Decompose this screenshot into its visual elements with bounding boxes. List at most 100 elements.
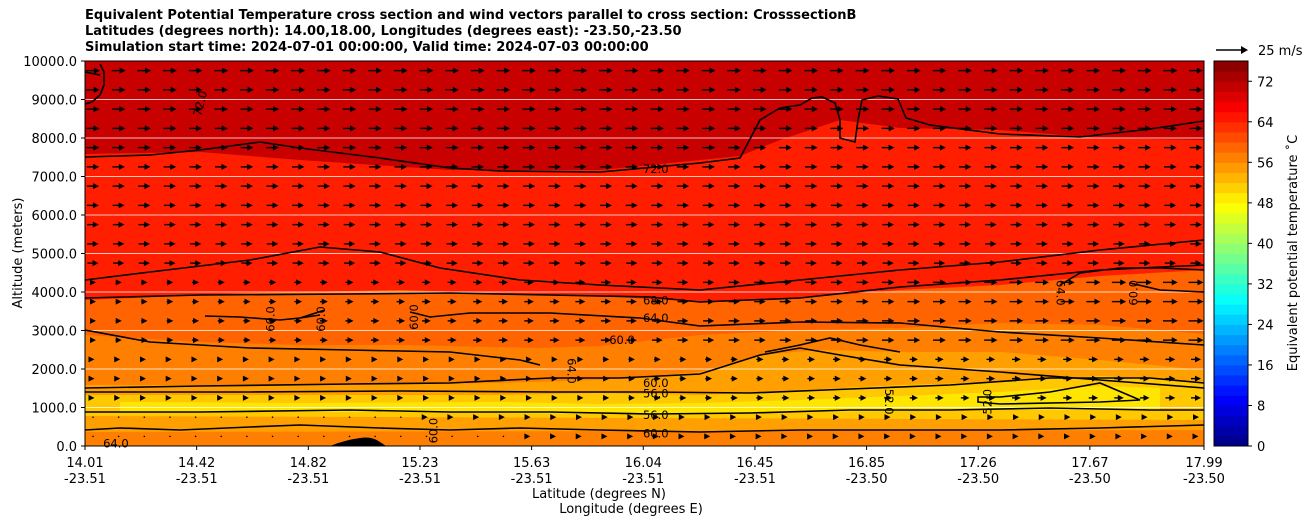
wind-vector	[502, 435, 505, 438]
wind-vector-head	[1196, 163, 1203, 170]
wind-vector-head	[371, 394, 378, 401]
wind-vector-head	[498, 414, 505, 421]
wind-vector-head	[1145, 125, 1152, 132]
wind-vector-head	[862, 202, 869, 209]
wind-vector-head	[478, 163, 485, 170]
colorbar-level-33	[1214, 101, 1248, 113]
wind-vector-head	[500, 394, 507, 401]
wind-vector-head	[863, 125, 870, 132]
wind-vector-head	[1068, 337, 1075, 344]
wind-vector-head	[858, 433, 865, 440]
wind-vector-head	[1195, 240, 1202, 247]
wind-vector-head	[244, 337, 251, 344]
wind-vector-head	[424, 337, 431, 344]
wind-vector-head	[504, 67, 511, 74]
wind-vector-head	[345, 375, 352, 382]
wind-vector-head	[709, 144, 716, 151]
wind-vector-head	[450, 337, 457, 344]
wind-vector-head	[961, 414, 968, 421]
wind-vector-head	[575, 414, 582, 421]
x-tick-label-lon-10: -23.50	[1183, 472, 1225, 487]
wind-vector-head	[424, 317, 431, 324]
wind-vector-head	[1170, 202, 1177, 209]
wind-vector-head	[862, 279, 869, 286]
wind-vector-head	[1169, 394, 1176, 401]
wind-vector-head	[1042, 106, 1049, 113]
colorbar-level-26	[1214, 172, 1248, 184]
wind-vector-head	[991, 125, 998, 132]
wind-vector-head	[195, 260, 202, 267]
wind-vector-head	[605, 298, 612, 305]
contour-label-4: 60.0	[609, 333, 635, 347]
x-tick-label-lat-9: 17.67	[1071, 456, 1108, 471]
wind-vector-head	[965, 337, 972, 344]
wind-vector-head	[1064, 433, 1071, 440]
wind-vector-head	[528, 221, 535, 228]
contour-label-16: 52.0	[981, 389, 995, 415]
wind-vector-head	[632, 67, 639, 74]
wind-vector-head	[939, 240, 946, 247]
wind-vector-head	[708, 202, 715, 209]
wind-vector-head	[118, 221, 125, 228]
contour-64-b	[409, 311, 1204, 346]
wind-vector-head	[294, 394, 301, 401]
wind-vector-head	[448, 394, 455, 401]
wind-vector-head	[1145, 337, 1152, 344]
wind-vector-head	[577, 375, 584, 382]
wind-vector-head	[298, 202, 305, 209]
wind-vector-head	[118, 260, 125, 267]
wind-vector-head	[811, 163, 818, 170]
wind-vector-head	[1068, 144, 1075, 151]
wind-vector-head	[551, 356, 558, 363]
wind-vector-head	[502, 337, 509, 344]
wind-vector-head	[1196, 106, 1203, 113]
x-axis-label: Latitude (degrees N)	[532, 487, 666, 502]
wind-vector-head	[965, 298, 972, 305]
wind-vector-head	[473, 414, 480, 421]
wind-vector-head	[323, 221, 330, 228]
wind-vector-head	[400, 221, 407, 228]
wind-vector-head	[374, 240, 381, 247]
wind-vector-head	[656, 279, 663, 286]
contour-label-9: 60.0	[643, 376, 669, 390]
wind-vector-head	[195, 163, 202, 170]
wind-vector-head	[268, 375, 275, 382]
wind-vector-head	[811, 298, 818, 305]
wind-vector-head	[90, 317, 96, 324]
wind-vector-head	[195, 202, 202, 209]
wind-vector-head	[1120, 317, 1127, 324]
wind-vector-head	[92, 260, 99, 267]
wind-vector-head	[195, 240, 202, 247]
wind-vector-head	[1068, 298, 1075, 305]
wind-vector-head	[834, 375, 841, 382]
wind-vector-head	[991, 298, 998, 305]
wind-vector-head	[759, 202, 766, 209]
wind-vector-head	[323, 202, 330, 209]
wind-vector-head	[1094, 298, 1101, 305]
x-tick-label-lat-6: 16.45	[736, 456, 773, 471]
wind-vector-head	[170, 86, 177, 93]
contour-60-b	[85, 347, 1204, 389]
wind-vector-head	[193, 337, 200, 344]
wind-vector-head	[963, 356, 970, 363]
wind-vector-head	[144, 183, 151, 190]
wind-vector-head	[297, 260, 304, 267]
wind-vector-head	[1118, 240, 1125, 247]
wind-vector-head	[90, 298, 96, 305]
wind-vector-head	[524, 433, 531, 440]
x-tick-label-lat-2: 14.82	[290, 456, 327, 471]
wind-vector-head	[478, 125, 485, 132]
wind-vector-head	[477, 240, 484, 247]
wind-vector-head	[860, 356, 867, 363]
wind-vector-head	[755, 433, 762, 440]
wind-vector-head	[986, 433, 993, 440]
wind-vector-head	[296, 279, 303, 286]
wind-vector-head	[426, 144, 433, 151]
wind-vector-head	[706, 394, 713, 401]
wind-vector-head	[373, 337, 380, 344]
wind-vector-head	[683, 125, 690, 132]
y-tick-label-4: 4000.0	[32, 286, 78, 301]
wind-vector-head	[682, 202, 689, 209]
wind-vector-head	[807, 414, 814, 421]
